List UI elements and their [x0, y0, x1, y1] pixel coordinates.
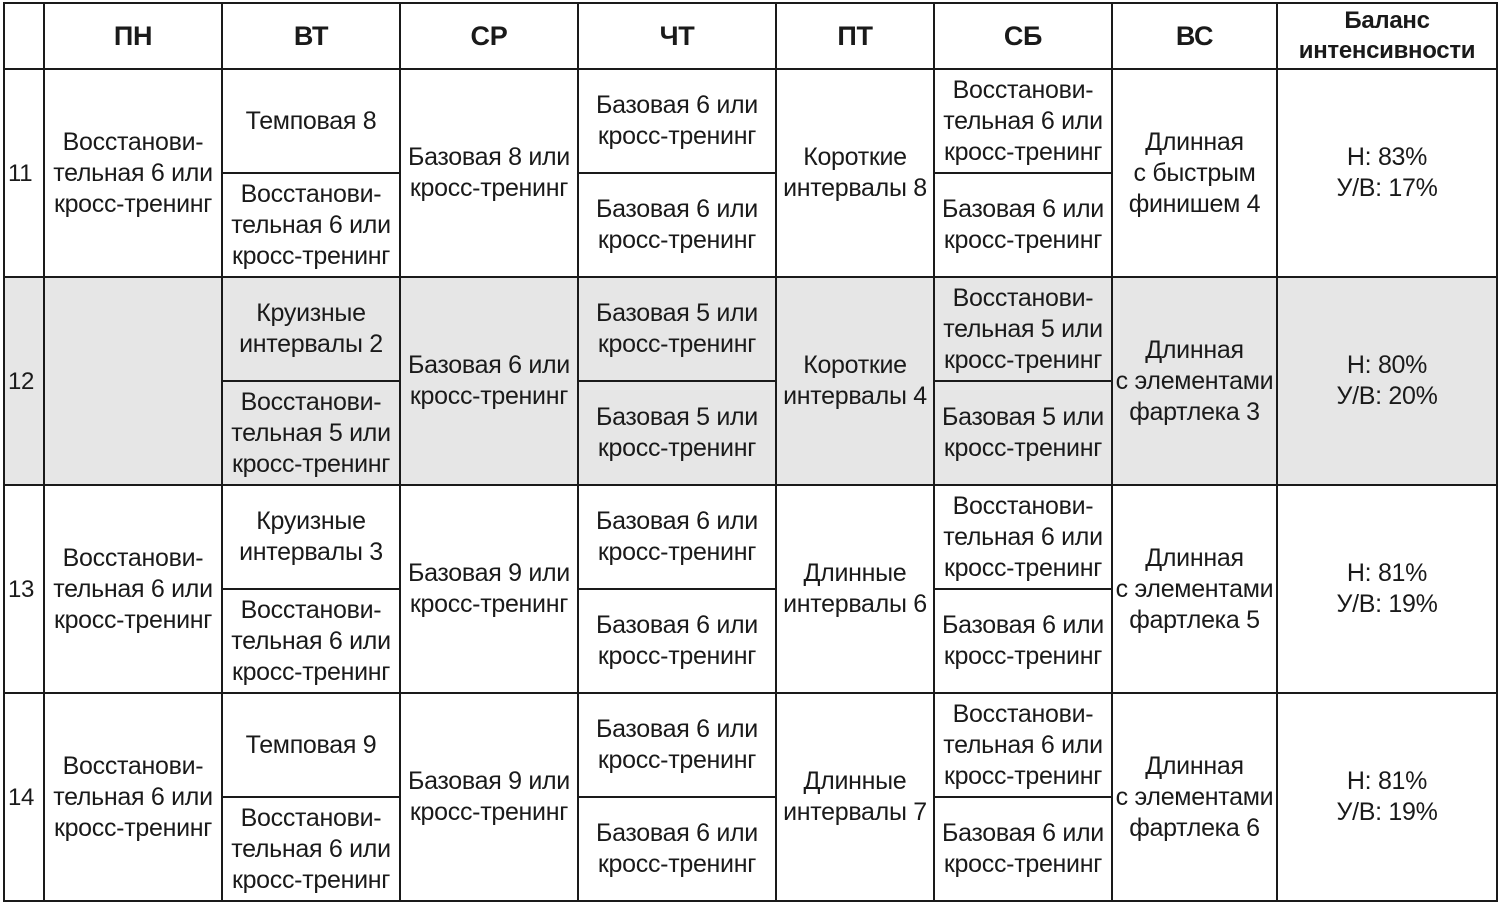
- fri-workout: Короткие интервалы 8: [777, 70, 935, 278]
- wed-workout: Базовая 9 или кросс-тренинг: [401, 694, 579, 902]
- header-thu: ЧТ: [579, 4, 777, 70]
- mon-workout: Восстанови- тельная 6 или кросс-тренинг: [45, 70, 223, 278]
- mon-workout: Восстанови- тельная 6 или кросс-тренинг: [45, 694, 223, 902]
- intensity-balance: Н: 81% У/В: 19%: [1278, 486, 1498, 694]
- fri-workout: Короткие интервалы 4: [777, 278, 935, 486]
- sat-workout-option-2: Базовая 5 или кросс-тренинг: [935, 382, 1113, 486]
- mon-workout: [45, 278, 223, 486]
- sun-workout: Длинная с быстрым финишем 4: [1113, 70, 1278, 278]
- header-fri: ПТ: [777, 4, 935, 70]
- wed-workout: Базовая 6 или кросс-тренинг: [401, 278, 579, 486]
- sun-workout: Длинная с элементами фартлека 3: [1113, 278, 1278, 486]
- week-number: 12: [5, 278, 45, 486]
- intensity-balance: Н: 81% У/В: 19%: [1278, 694, 1498, 902]
- header-wed: СР: [401, 4, 579, 70]
- intensity-balance: Н: 83% У/В: 17%: [1278, 70, 1498, 278]
- thu-workout-option-2: Базовая 5 или кросс-тренинг: [579, 382, 777, 486]
- tue-workout-option-1: Круизные интервалы 2: [223, 278, 401, 382]
- thu-workout-option-1: Базовая 6 или кросс-тренинг: [579, 694, 777, 798]
- thu-workout-option-2: Базовая 6 или кросс-тренинг: [579, 798, 777, 902]
- fri-workout: Длинные интервалы 7: [777, 694, 935, 902]
- header-sat: СБ: [935, 4, 1113, 70]
- training-schedule-table: ПН ВТ СР ЧТ ПТ СБ ВС Баланс интенсивност…: [3, 2, 1498, 902]
- thu-workout-option-1: Базовая 6 или кросс-тренинг: [579, 70, 777, 174]
- thu-workout-option-2: Базовая 6 или кросс-тренинг: [579, 174, 777, 278]
- intensity-balance: Н: 80% У/В: 20%: [1278, 278, 1498, 486]
- tue-workout-option-1: Темповая 9: [223, 694, 401, 798]
- sat-workout-option-1: Восстанови- тельная 6 или кросс-тренинг: [935, 486, 1113, 590]
- tue-workout-option-1: Темповая 8: [223, 70, 401, 174]
- tue-workout-option-1: Круизные интервалы 3: [223, 486, 401, 590]
- sun-workout: Длинная с элементами фартлека 5: [1113, 486, 1278, 694]
- thu-workout-option-1: Базовая 5 или кросс-тренинг: [579, 278, 777, 382]
- tue-workout-option-2: Восстанови- тельная 6 или кросс-тренинг: [223, 174, 401, 278]
- wed-workout: Базовая 8 или кросс-тренинг: [401, 70, 579, 278]
- sat-workout-option-2: Базовая 6 или кросс-тренинг: [935, 174, 1113, 278]
- tue-workout-option-2: Восстанови- тельная 6 или кросс-тренинг: [223, 798, 401, 902]
- week-number: 13: [5, 486, 45, 694]
- header-tue: ВТ: [223, 4, 401, 70]
- header-mon: ПН: [45, 4, 223, 70]
- thu-workout-option-1: Базовая 6 или кросс-тренинг: [579, 486, 777, 590]
- sat-workout-option-1: Восстанови- тельная 5 или кросс-тренинг: [935, 278, 1113, 382]
- sat-workout-option-1: Восстанови- тельная 6 или кросс-тренинг: [935, 694, 1113, 798]
- fri-workout: Длинные интервалы 6: [777, 486, 935, 694]
- header-balance: Баланс интенсивности: [1278, 4, 1498, 70]
- sat-workout-option-1: Восстанови- тельная 6 или кросс-тренинг: [935, 70, 1113, 174]
- week-number: 14: [5, 694, 45, 902]
- header-sun: ВС: [1113, 4, 1278, 70]
- header-week: [5, 4, 45, 70]
- sat-workout-option-2: Базовая 6 или кросс-тренинг: [935, 590, 1113, 694]
- thu-workout-option-2: Базовая 6 или кросс-тренинг: [579, 590, 777, 694]
- wed-workout: Базовая 9 или кросс-тренинг: [401, 486, 579, 694]
- week-number: 11: [5, 70, 45, 278]
- mon-workout: Восстанови- тельная 6 или кросс-тренинг: [45, 486, 223, 694]
- sun-workout: Длинная с элементами фартлека 6: [1113, 694, 1278, 902]
- sat-workout-option-2: Базовая 6 или кросс-тренинг: [935, 798, 1113, 902]
- tue-workout-option-2: Восстанови- тельная 6 или кросс-тренинг: [223, 590, 401, 694]
- tue-workout-option-2: Восстанови- тельная 5 или кросс-тренинг: [223, 382, 401, 486]
